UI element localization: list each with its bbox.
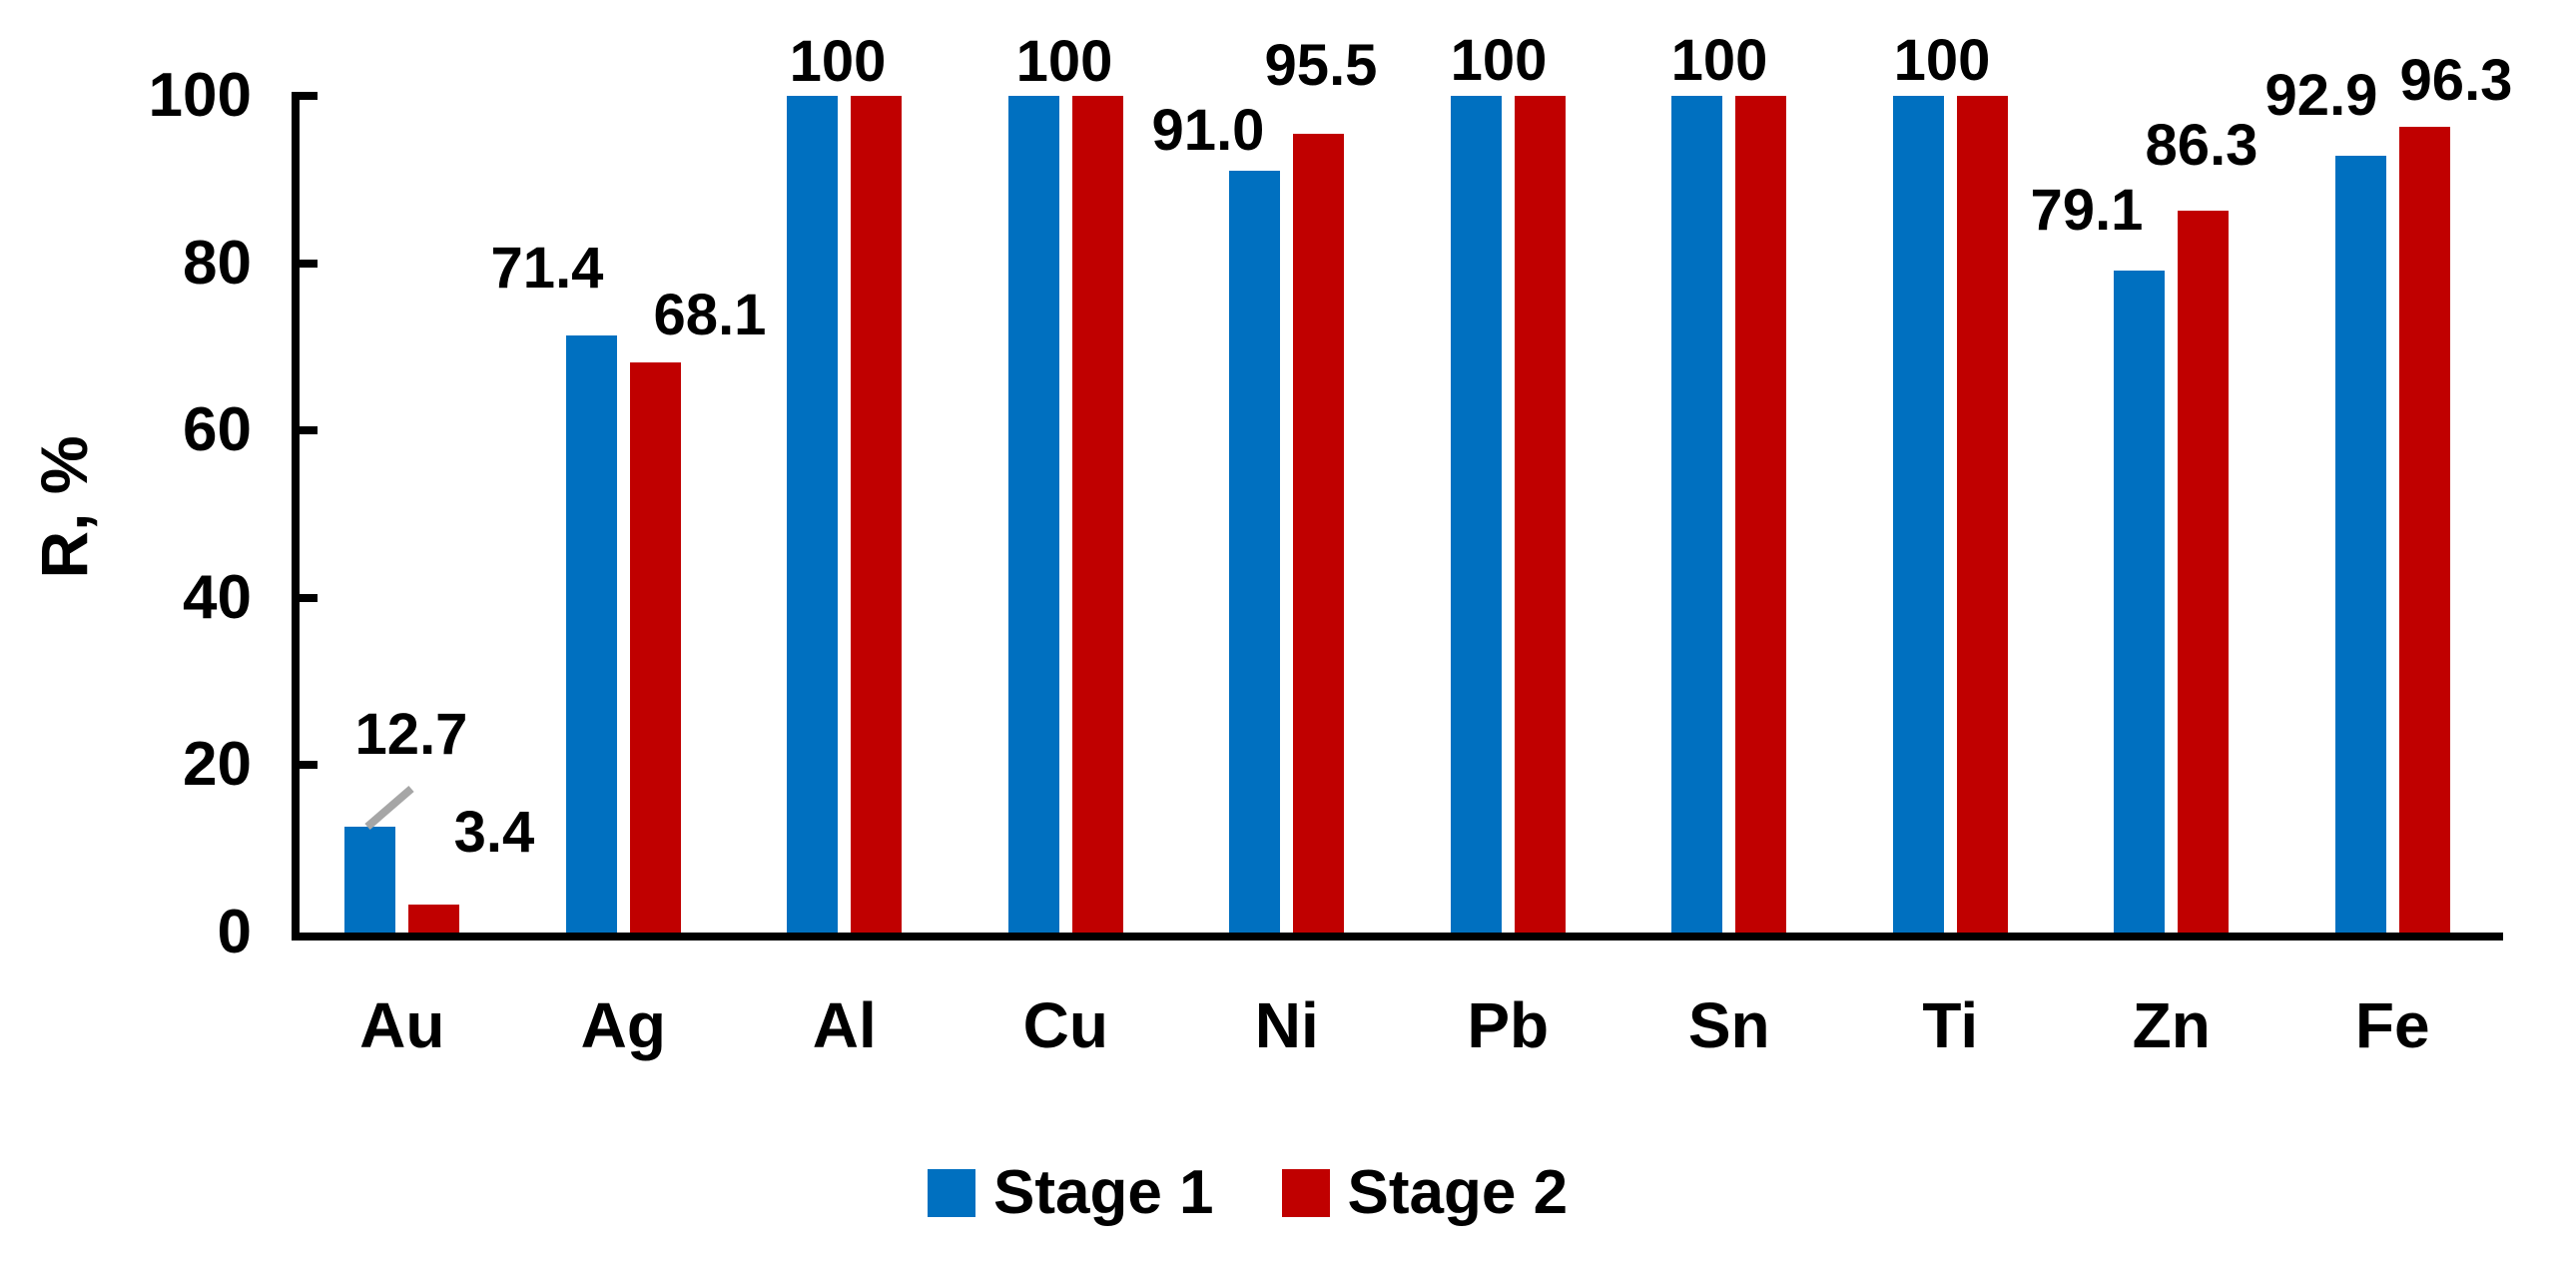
bar-stage-1-ni	[1229, 171, 1281, 933]
data-label-ni-stage-2: 95.5	[1264, 33, 1378, 98]
x-tick-label-sn: Sn	[1687, 989, 1770, 1061]
data-label-au-stage-2: 3.4	[453, 800, 535, 865]
bar-stage-2-pb	[1514, 96, 1566, 933]
x-tick-label-ti: Ti	[1922, 989, 1979, 1061]
bar-stage-2-al	[851, 96, 903, 933]
y-tick-mark-20	[296, 761, 318, 770]
y-tick-label-100: 100	[148, 61, 252, 130]
bar-group-ag	[513, 96, 735, 933]
x-tick-label-ag: Ag	[580, 989, 666, 1061]
y-tick-mark-100	[296, 92, 318, 100]
bar-stage-2-zn	[2178, 210, 2230, 933]
plot-area	[292, 96, 2503, 933]
data-label-au-stage-1: 12.7	[354, 702, 468, 767]
bar-group-zn	[2061, 96, 2282, 933]
x-tick-label-al: Al	[812, 989, 877, 1061]
bar-group-sn	[1618, 96, 1840, 933]
bar-stage-1-cu	[1007, 96, 1059, 933]
x-tick-label-pb: Pb	[1467, 989, 1550, 1061]
x-tick-label-fe: Fe	[2354, 989, 2430, 1061]
data-label-ag-stage-2: 68.1	[653, 283, 767, 347]
data-label-sn-both: 100	[1670, 28, 1768, 93]
bar-stage-2-cu	[1071, 96, 1123, 933]
y-tick-label-20: 20	[183, 730, 252, 800]
bar-stage-1-fe	[2334, 155, 2386, 933]
x-tick-label-au: Au	[359, 989, 445, 1061]
legend-swatch-stage-2	[1281, 1169, 1330, 1217]
y-tick-label-60: 60	[183, 395, 252, 465]
data-label-ni-stage-1: 91.0	[1151, 98, 1265, 163]
legend-item-stage-2: Stage 2	[1281, 1158, 1569, 1227]
data-label-fe-stage-1: 92.9	[2264, 63, 2378, 128]
x-tick-label-zn: Zn	[2132, 989, 2211, 1061]
bar-group-ti	[1840, 96, 2062, 933]
data-label-al-both: 100	[789, 29, 887, 94]
bar-group-al	[734, 96, 956, 933]
y-tick-label-0: 0	[217, 898, 252, 966]
x-axis-line	[292, 933, 2503, 941]
bar-stage-1-ti	[1892, 96, 1944, 933]
legend-item-stage-1: Stage 1	[928, 1162, 1214, 1224]
data-label-ag-stage-1: 71.4	[490, 236, 604, 301]
bar-group-ni	[1176, 96, 1398, 933]
bar-group-cu	[956, 96, 1177, 933]
x-tick-label-cu: Cu	[1022, 989, 1108, 1061]
bar-stage-1-pb	[1450, 96, 1502, 933]
legend-label-stage-1: Stage 1	[993, 1158, 1214, 1227]
bar-stage-2-au	[408, 904, 460, 933]
bar-stage-1-sn	[1671, 96, 1723, 933]
data-label-zn-stage-1: 79.1	[2030, 178, 2144, 243]
bar-group-pb	[1398, 96, 1619, 933]
bar-stage-1-zn	[2114, 271, 2166, 933]
bar-stage-2-ag	[629, 362, 681, 933]
y-tick-mark-80	[296, 259, 318, 268]
y-tick-label-40: 40	[183, 562, 252, 632]
y-tick-mark-40	[296, 593, 318, 602]
x-tick-label-ni: Ni	[1254, 989, 1319, 1061]
bar-stage-1-ag	[565, 334, 617, 933]
bar-stage-1-au	[344, 826, 396, 933]
legend: Stage 1 Stage 2	[928, 1162, 1568, 1224]
y-tick-mark-60	[296, 426, 318, 435]
bar-stage-2-fe	[2398, 127, 2450, 933]
bar-stage-1-al	[787, 96, 839, 933]
bar-group-fe	[2282, 96, 2504, 933]
data-label-pb-both: 100	[1450, 28, 1548, 93]
bar-group-au	[292, 96, 513, 933]
data-label-zn-stage-2: 86.3	[2145, 113, 2258, 178]
legend-swatch-stage-1	[928, 1169, 975, 1217]
bar-stage-2-ni	[1293, 133, 1345, 933]
data-label-cu-both: 100	[1015, 29, 1113, 94]
data-label-fe-stage-2: 96.3	[2399, 48, 2513, 113]
legend-label-stage-2: Stage 2	[1347, 1158, 1569, 1227]
bar-stage-2-sn	[1735, 96, 1787, 933]
y-tick-label-80: 80	[183, 228, 252, 298]
data-label-ti-both: 100	[1893, 28, 1991, 93]
y-axis-line	[292, 92, 300, 941]
bar-stage-2-ti	[1956, 96, 2008, 933]
